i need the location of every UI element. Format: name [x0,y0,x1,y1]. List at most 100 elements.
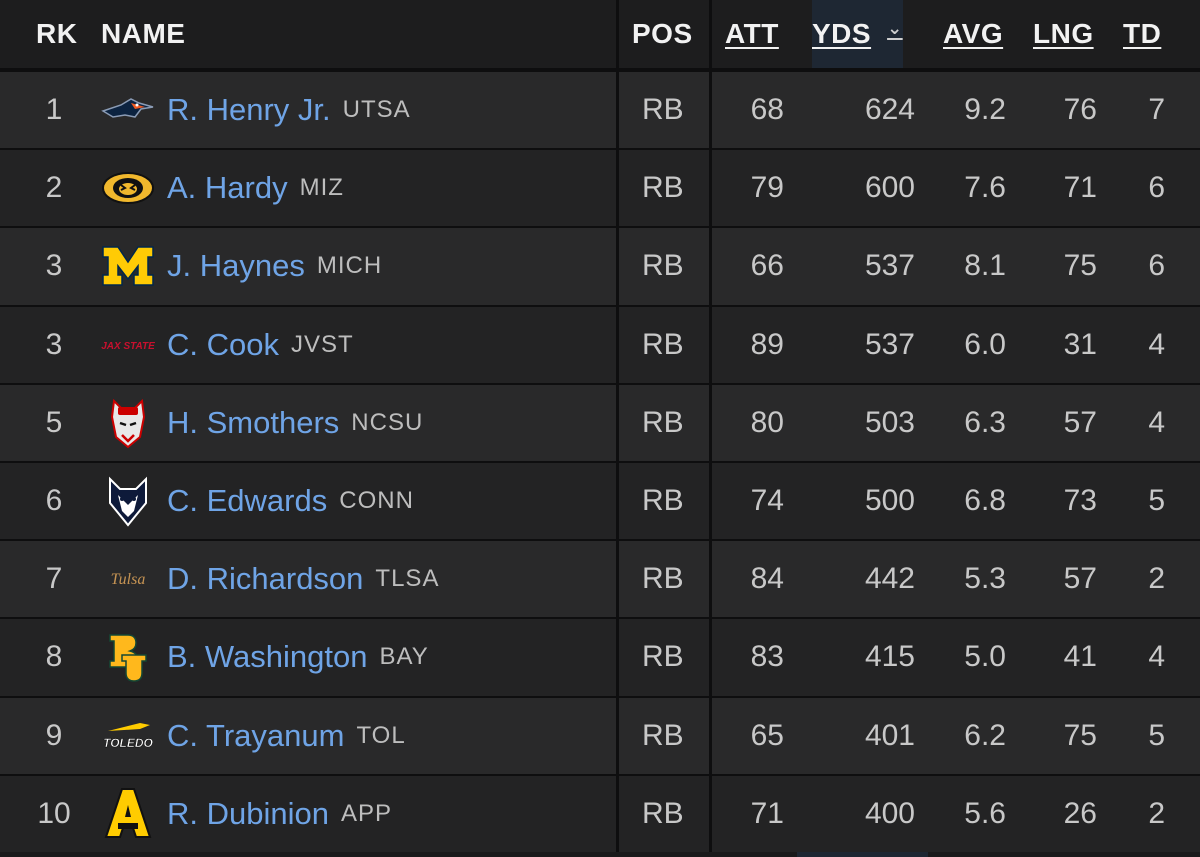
avg-cell: 7.6 [964,171,1006,205]
header-rk: RK [36,18,78,49]
yds-cell: 624 [864,93,915,127]
header-avg-label: AVG [943,18,1004,49]
yds-cell: 600 [864,171,915,205]
column-divider [616,384,619,461]
tulsa-script-logo: Tulsa [100,551,156,607]
yds-cell: 400 [864,796,915,830]
header-att-label: ATT [725,18,779,49]
avg-cell: 5.3 [964,562,1006,596]
player-name-link[interactable]: R. Dubinion [167,795,329,831]
player-cell: J. Haynes MICH [167,228,382,304]
yds-cell: 415 [864,640,915,674]
column-divider [709,72,712,149]
team-logo [100,228,156,304]
sort-att-button[interactable]: ATT [725,0,779,68]
att-cell: 83 [750,640,784,674]
header-pos: POS [632,18,693,49]
lng-cell: 73 [1063,484,1097,518]
td-cell: 4 [1148,640,1165,674]
rank-cell: 10 [37,796,71,830]
position-cell: RB [642,484,684,518]
sort-td-button[interactable]: TD [1123,0,1161,68]
team-abbreviation: UTSA [342,96,411,124]
uconn-husky-logo [100,473,156,529]
toledo-logo: TOLEDO [100,708,156,764]
lng-cell: 75 [1063,718,1097,752]
sort-avg-button[interactable]: AVG [943,0,1003,68]
player-name-link[interactable]: C. Cook [167,326,279,362]
td-cell: 5 [1148,484,1165,518]
lng-cell: 71 [1063,171,1097,205]
column-divider [709,463,712,540]
column-divider [616,619,619,696]
sort-yds-button[interactable]: YDS ⌄ [812,0,903,68]
lng-cell: 41 [1063,640,1097,674]
yds-cell: 442 [864,562,915,596]
lng-cell: 26 [1063,796,1097,830]
td-cell: 5 [1148,718,1165,752]
player-name-link[interactable]: J. Haynes [167,248,305,284]
player-name-link[interactable]: H. Smothers [167,404,340,440]
column-divider [709,541,712,618]
column-divider [616,72,619,149]
team-abbreviation: MIZ [299,174,344,202]
team-abbreviation: NCSU [351,408,424,436]
att-cell: 65 [750,718,784,752]
td-cell: 6 [1148,249,1165,283]
avg-cell: 9.2 [964,93,1006,127]
att-cell: 80 [750,405,784,439]
header-yds-label: YDS [812,18,872,49]
avg-cell: 5.0 [964,640,1006,674]
column-divider [616,306,619,383]
rank-cell: 8 [45,640,63,674]
table-row: 6 C. Edwards CONN RB 74 500 6.8 73 5 [0,461,1200,540]
lng-cell: 76 [1063,93,1097,127]
table-row: 1 R. Henry Jr. UTSA RB 68 624 9.2 76 7 [0,70,1200,149]
team-abbreviation: APP [340,799,393,827]
header-name: NAME [101,18,186,49]
utsa-roadrunner-logo [100,82,156,138]
position-cell: RB [642,327,684,361]
team-logo [100,619,156,695]
sort-lng-button[interactable]: LNG [1033,0,1094,68]
team-logo: JAX STATE [100,307,156,383]
player-name-link[interactable]: R. Henry Jr. [167,92,331,128]
column-divider [616,697,619,774]
player-name-link[interactable]: B. Washington [167,639,368,675]
lng-cell: 57 [1063,562,1097,596]
team-logo: Tulsa [100,541,156,617]
rank-cell: 9 [45,718,63,752]
yds-cell: 401 [864,718,915,752]
header-td-label: TD [1123,18,1162,49]
avg-cell: 6.2 [964,718,1006,752]
lng-cell: 75 [1063,249,1097,283]
jax-state-logo: JAX STATE [100,317,156,373]
att-cell: 79 [750,171,784,205]
player-name-link[interactable]: D. Richardson [167,561,364,597]
baylor-bu-logo [100,629,156,685]
missouri-tiger-logo [100,160,156,216]
position-cell: RB [642,640,684,674]
player-cell: B. Washington BAY [167,619,429,695]
player-name-link[interactable]: A. Hardy [167,170,288,206]
team-logo [100,385,156,461]
player-name-link[interactable]: C. Trayanum [167,717,345,753]
position-cell: RB [642,562,684,596]
column-divider [616,775,619,852]
rank-cell: 6 [45,484,63,518]
td-cell: 2 [1148,562,1165,596]
player-cell: H. Smothers NCSU [167,385,423,461]
player-cell: C. Edwards CONN [167,463,414,539]
column-divider [709,619,712,696]
rank-cell: 7 [45,562,63,596]
player-cell: C. Trayanum TOL [167,698,406,774]
team-logo [100,463,156,539]
nc-state-wolf-logo [100,395,156,451]
rank-cell: 1 [45,93,63,127]
player-name-link[interactable]: C. Edwards [167,483,328,519]
team-logo [100,150,156,226]
avg-cell: 8.1 [964,249,1006,283]
position-cell: RB [642,405,684,439]
chevron-down-icon: ⌄ [887,17,903,38]
avg-cell: 6.0 [964,327,1006,361]
